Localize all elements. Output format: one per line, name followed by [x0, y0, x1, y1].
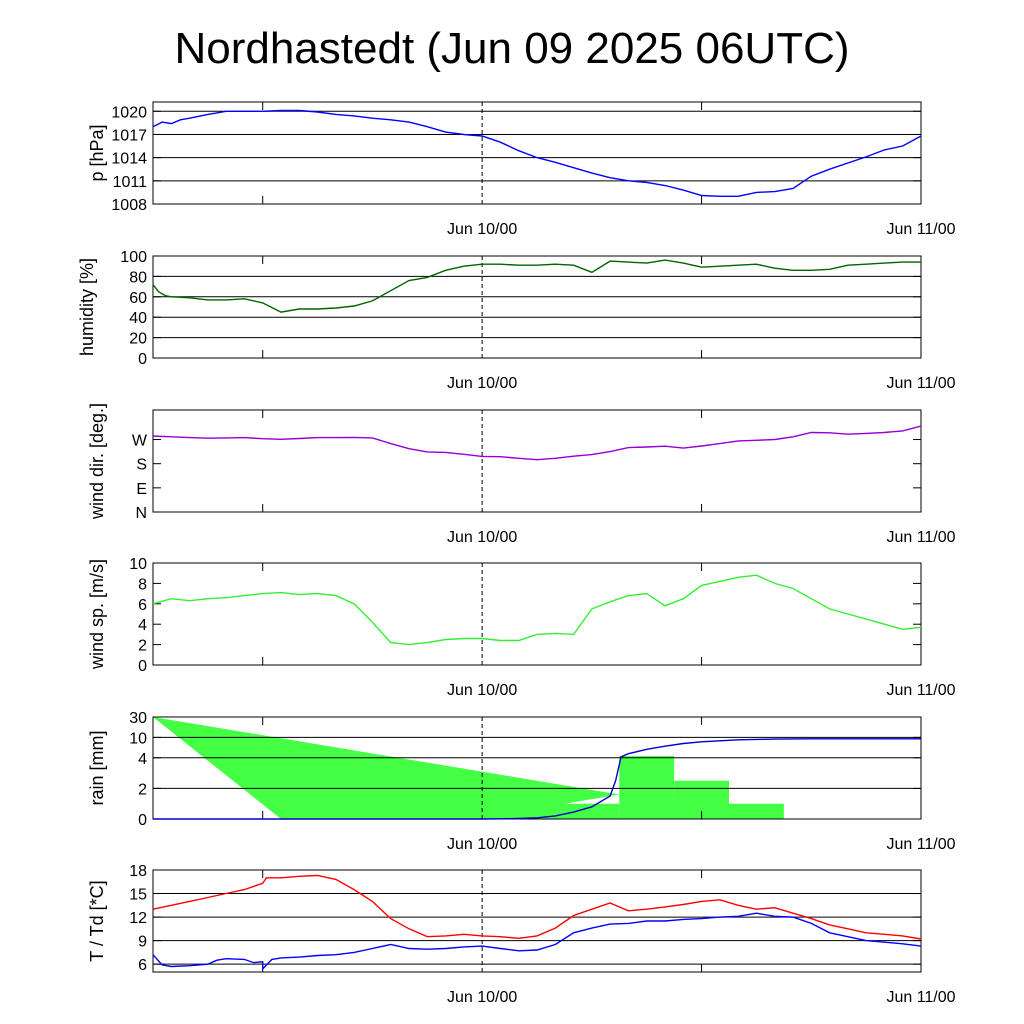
x-tick-label: Jun 11/00: [886, 375, 955, 392]
y-tick-label: 6: [138, 597, 147, 614]
y-tick-label: 60: [129, 290, 147, 307]
page-title: Nordhastedt (Jun 09 2025 06UTC): [174, 24, 850, 73]
y-tick-label: 2: [138, 781, 147, 798]
y-tick-label: 1017: [111, 127, 147, 144]
y-tick-label: 9: [138, 934, 147, 951]
y-tick-label: E: [136, 481, 147, 498]
y-tick-label: 1008: [111, 197, 147, 214]
y-tick-label: 12: [129, 910, 147, 927]
y-tick-label: 4: [138, 751, 147, 768]
y-tick-label: N: [135, 505, 147, 522]
y-tick-label: 40: [129, 310, 147, 327]
y-tick-label: 1020: [111, 104, 147, 121]
series-line: [152, 109, 922, 198]
y-axis-label: humidity [%]: [77, 258, 97, 356]
y-tick-label: 10: [129, 730, 147, 747]
x-tick-label: Jun 10/00: [447, 221, 517, 238]
series-line: [152, 425, 922, 461]
x-tick-label: Jun 10/00: [447, 989, 517, 1006]
x-tick-label: Jun 11/00: [886, 529, 955, 546]
series-line: [152, 574, 922, 646]
series-line: [152, 259, 921, 313]
chart-panel-4: 0 2 4 6 8 10 Jun 10/00 Jun 11/00 wind sp. [m/s]: [87, 556, 956, 699]
chart-panel-2: 0 20 40 60 80 100 Jun 10/00 Jun 11/00 humidity […: [77, 249, 956, 392]
chart-panel-1: 1008 1011 1014 1017 1020 Jun 10/00 Jun 11/00 p …: [87, 101, 956, 238]
y-tick-label: 20: [129, 331, 147, 348]
y-tick-label: 8: [138, 576, 147, 593]
x-tick-label: Jun 11/00: [886, 989, 955, 1006]
y-axis-label: p [hPa]: [87, 124, 107, 181]
chart-panel-6: 6 9 12 15 18 Jun 10/00 Jun 11/00 T / Td [*C]: [87, 863, 956, 1006]
y-tick-label: 30: [129, 710, 147, 727]
y-tick-label: 80: [129, 269, 147, 286]
y-tick-label: 15: [129, 887, 147, 904]
y-tick-label: 1014: [111, 151, 147, 168]
y-tick-label: W: [132, 433, 148, 450]
x-tick-label: Jun 11/00: [886, 221, 955, 238]
chart-panel-5: 0 2 4 10 30 Jun 10/00 Jun 11/00 rain [mm]: [87, 710, 956, 853]
y-tick-label: 0: [138, 351, 147, 368]
x-tick-label: Jun 11/00: [886, 682, 955, 699]
y-tick-label: 0: [138, 812, 147, 829]
y-tick-label: 2: [138, 638, 147, 655]
plot-frame: [152, 255, 922, 359]
y-tick-label: 1011: [113, 174, 148, 191]
rain-bar: [564, 803, 620, 819]
rain-shade: [619, 791, 784, 819]
plot-frame: [152, 101, 922, 205]
y-tick-label: 0: [138, 658, 147, 675]
plot-frame: [152, 716, 922, 820]
y-tick-label: 4: [138, 617, 147, 634]
y-axis-label: rain [mm]: [87, 730, 107, 805]
series-line: [153, 738, 921, 820]
y-tick-label: 18: [129, 863, 147, 880]
series-line: [152, 874, 922, 940]
plot-frame: [152, 409, 922, 513]
y-axis-label: T / Td [*C]: [87, 880, 107, 961]
x-tick-label: Jun 10/00: [447, 375, 517, 392]
x-tick-label: Jun 10/00: [447, 529, 517, 546]
x-tick-label: Jun 10/00: [447, 836, 517, 853]
y-tick-label: S: [136, 457, 147, 474]
series-line: [152, 912, 922, 971]
y-tick-label: 100: [120, 249, 147, 266]
y-axis-label: wind sp. [m/s]: [87, 559, 107, 670]
plot-frame: [152, 562, 922, 666]
x-tick-label: Jun 10/00: [447, 682, 517, 699]
x-tick-label: Jun 11/00: [886, 836, 955, 853]
y-axis-label: wind dir. [deg.]: [87, 403, 107, 520]
y-tick-label: 10: [129, 556, 147, 573]
y-tick-label: 6: [138, 957, 147, 974]
plot-frame: [152, 869, 922, 973]
rain-shade: [153, 717, 620, 819]
